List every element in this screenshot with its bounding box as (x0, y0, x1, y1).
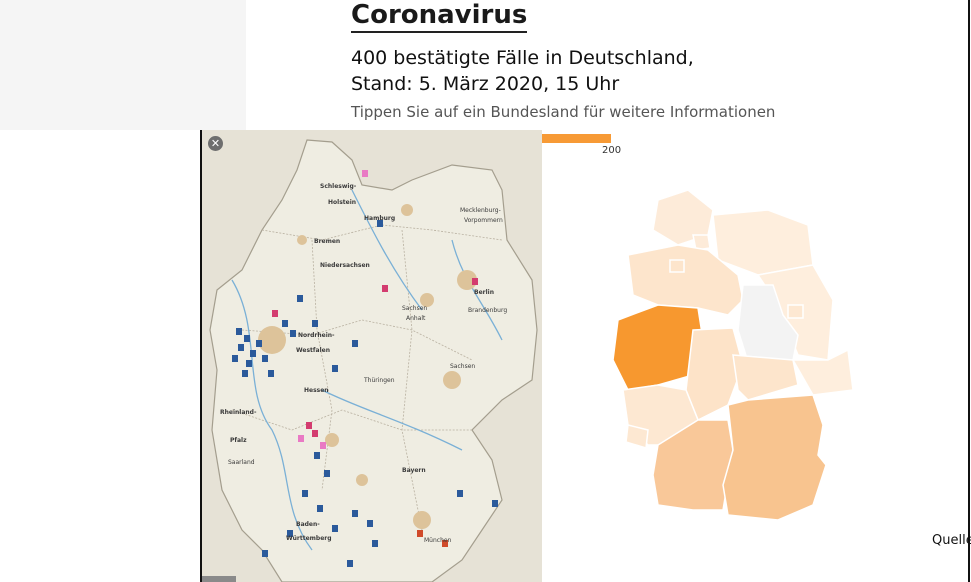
frame-right-border (968, 0, 970, 582)
instruction-hint: Tippen Sie auf ein Bundesland für weiter… (351, 103, 776, 121)
legend-max-value: 200 (602, 145, 622, 156)
label-thueringen: Thüringen (363, 377, 395, 384)
label-sachsen-anhalt-2: Anhalt (406, 315, 426, 322)
label-schleswig: Schleswig- (320, 183, 357, 190)
river-lines (231, 189, 503, 551)
subtitle-line-2: Stand: 5. März 2020, 15 Uhr (351, 73, 620, 95)
urban-patches (258, 204, 477, 529)
label-vorpommern: Vorpommern (464, 217, 503, 224)
label-wuerttemberg: Württemberg (286, 535, 332, 542)
label-baden: Baden- (296, 521, 320, 528)
case-markers (232, 170, 498, 567)
source-label[interactable]: Quelle (932, 533, 971, 548)
label-rheinland: Rheinland- (220, 409, 257, 416)
state-NI[interactable] (627, 244, 744, 316)
label-berlin: Berlin (474, 289, 494, 296)
label-niedersachsen: Niedersachsen (320, 262, 370, 269)
label-nordrhein: Nordrhein- (298, 332, 335, 339)
state-BW[interactable] (652, 419, 734, 511)
label-sachsen-anhalt-1: Sachsen (402, 305, 427, 312)
label-brandenburg: Brandenburg (468, 307, 507, 314)
state-MV[interactable] (712, 209, 814, 276)
label-bayern: Bayern (402, 467, 426, 474)
state-SL[interactable] (625, 424, 649, 449)
page-title: Coronavirus (351, 0, 528, 33)
label-westfalen: Westfalen (296, 347, 330, 354)
state-HH[interactable] (692, 234, 711, 251)
label-bremen: Bremen (314, 238, 340, 245)
page-subtitle: 400 bestätigte Fälle in Deutschland, Sta… (351, 45, 911, 97)
state-HB[interactable] (669, 259, 685, 273)
label-mecklenburg: Mecklenburg- (460, 207, 501, 214)
state-BY[interactable] (722, 394, 827, 521)
subtitle-line-1: 400 bestätigte Fälle in Deutschland, (351, 47, 694, 69)
label-saarland: Saarland (228, 459, 255, 466)
state-ST[interactable] (737, 284, 799, 363)
label-pfalz: Pfalz (230, 437, 247, 444)
choropleth-map (612, 190, 854, 521)
left-blank-panel (0, 0, 246, 130)
label-hessen: Hessen (304, 387, 329, 394)
overlay-map-svg: Schleswig- Holstein Hamburg Bremen Niede… (202, 130, 542, 582)
label-sachsen: Sachsen (450, 363, 475, 370)
state-TH[interactable] (732, 354, 799, 401)
map-credit-badge (202, 576, 236, 582)
label-holstein: Holstein (328, 199, 356, 206)
label-hamburg: Hamburg (364, 215, 395, 222)
state-BE[interactable] (787, 304, 804, 319)
label-muenchen: München (424, 537, 452, 544)
map-labels: Schleswig- Holstein Hamburg Bremen Niede… (220, 183, 507, 544)
legend-color-bar (541, 134, 611, 143)
state-SN[interactable] (791, 348, 854, 396)
overlay-map-panel[interactable]: Schleswig- Holstein Hamburg Bremen Niede… (200, 130, 542, 582)
close-icon[interactable]: ✕ (208, 136, 223, 151)
